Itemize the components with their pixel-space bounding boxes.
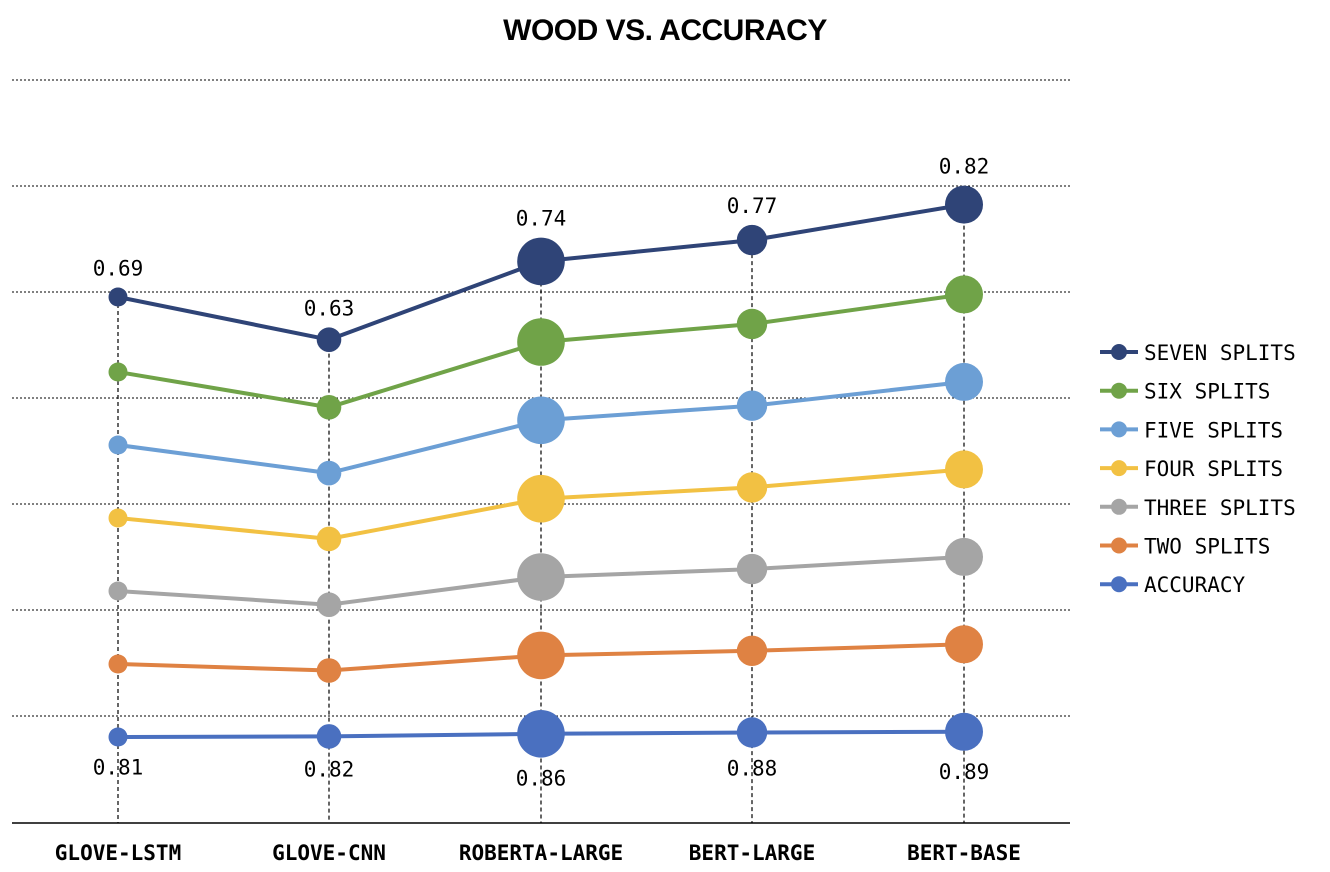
data-label-seven-splits-3: 0.77 <box>727 194 778 218</box>
data-label-accuracy-1: 0.82 <box>304 758 355 782</box>
point-four-splits-4 <box>945 450 983 489</box>
point-accuracy-1 <box>316 724 342 749</box>
point-five-splits-0 <box>108 435 128 455</box>
data-label-seven-splits-0: 0.69 <box>93 257 144 281</box>
point-three-splits-4 <box>945 537 983 576</box>
point-six-splits-4 <box>945 275 983 314</box>
legend-marker-six-splits <box>1111 382 1127 399</box>
x-tick-label-2: ROBERTA-LARGE <box>459 841 623 865</box>
data-label-accuracy-4: 0.89 <box>939 760 990 784</box>
point-two-splits-3 <box>736 635 768 666</box>
point-five-splits-2 <box>517 396 565 445</box>
data-label-accuracy-3: 0.88 <box>727 757 778 781</box>
data-label-accuracy-2: 0.86 <box>516 767 567 791</box>
point-two-splits-0 <box>108 654 128 674</box>
legend-marker-four-splits <box>1111 460 1127 477</box>
point-five-splits-4 <box>945 362 983 401</box>
point-six-splits-2 <box>517 318 565 366</box>
legend-label-three-splits: THREE SPLITS <box>1144 496 1296 520</box>
legend-marker-three-splits <box>1111 498 1127 515</box>
point-three-splits-0 <box>108 581 128 601</box>
point-four-splits-0 <box>108 508 128 528</box>
point-four-splits-3 <box>736 472 768 503</box>
x-tick-label-4: BERT-BASE <box>907 841 1021 865</box>
data-label-seven-splits-4: 0.82 <box>939 155 990 179</box>
point-three-splits-3 <box>736 553 768 585</box>
point-accuracy-0 <box>108 727 128 747</box>
point-three-splits-1 <box>316 592 342 617</box>
point-six-splits-0 <box>108 362 128 382</box>
point-seven-splits-1 <box>316 327 342 353</box>
chart-title: WOOD VS. ACCURACY <box>503 14 827 47</box>
legend-label-two-splits: TWO SPLITS <box>1144 535 1270 559</box>
point-five-splits-3 <box>736 390 768 421</box>
x-tick-label-3: BERT-LARGE <box>689 841 815 865</box>
legend-marker-two-splits <box>1111 537 1127 554</box>
point-six-splits-3 <box>736 308 768 340</box>
point-two-splits-1 <box>316 658 342 683</box>
point-four-splits-2 <box>517 474 565 523</box>
data-label-seven-splits-1: 0.63 <box>304 296 355 320</box>
point-seven-splits-3 <box>736 224 768 256</box>
x-tick-label-1: GLOVE-CNN <box>272 841 386 865</box>
point-accuracy-3 <box>736 717 768 748</box>
data-label-accuracy-0: 0.81 <box>93 756 144 780</box>
data-label-seven-splits-2: 0.74 <box>516 207 567 231</box>
point-seven-splits-0 <box>108 287 128 307</box>
legend-marker-accuracy <box>1111 576 1127 593</box>
point-seven-splits-2 <box>517 237 565 286</box>
legend-label-accuracy: ACCURACY <box>1144 573 1246 597</box>
legend-label-four-splits: FOUR SPLITS <box>1144 457 1283 481</box>
point-seven-splits-4 <box>945 185 983 224</box>
legend-label-seven-splits: SEVEN SPLITS <box>1144 341 1296 365</box>
point-five-splits-1 <box>316 460 342 486</box>
legend-label-five-splits: FIVE SPLITS <box>1144 418 1283 442</box>
legend-label-six-splits: SIX SPLITS <box>1144 380 1270 404</box>
point-four-splits-1 <box>316 526 342 552</box>
point-two-splits-4 <box>945 625 983 664</box>
point-accuracy-2 <box>517 710 565 758</box>
legend-marker-five-splits <box>1111 421 1127 438</box>
x-tick-label-0: GLOVE-LSTM <box>55 841 181 865</box>
point-two-splits-2 <box>517 631 565 680</box>
legend-marker-seven-splits <box>1111 344 1127 360</box>
point-three-splits-2 <box>517 553 565 601</box>
point-accuracy-4 <box>945 712 983 751</box>
point-six-splits-1 <box>316 395 342 420</box>
